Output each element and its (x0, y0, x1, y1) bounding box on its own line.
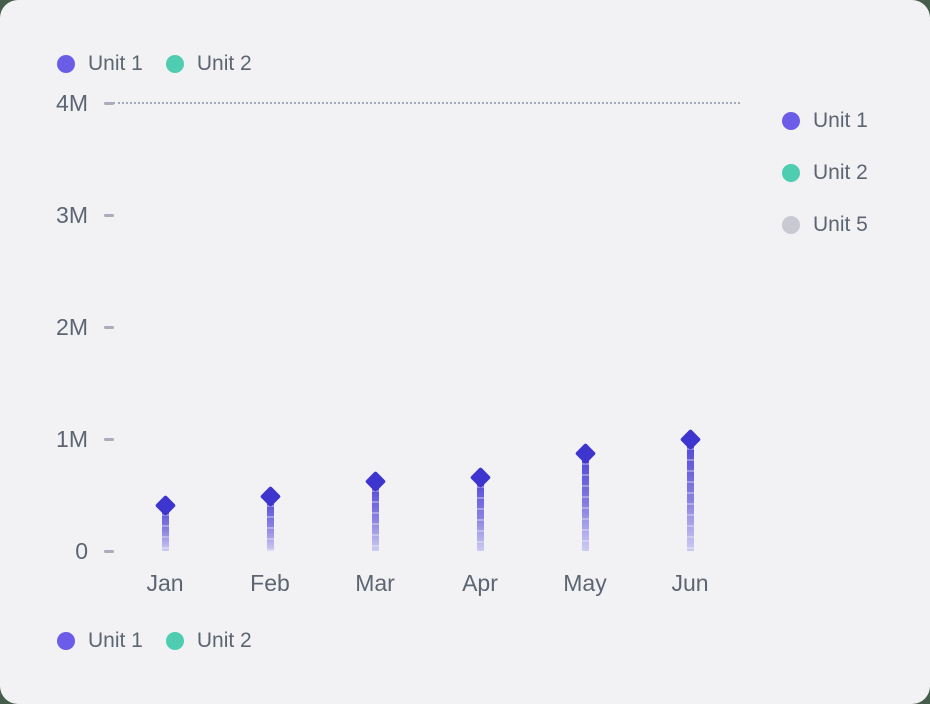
x-axis-label-jun: Jun (671, 570, 709, 596)
data-point-jun[interactable] (679, 428, 701, 450)
x-axis-label-jan: Jan (146, 570, 184, 596)
data-point-mar[interactable] (364, 470, 386, 492)
data-point-apr[interactable] (469, 466, 491, 488)
unit1-swatch-icon (57, 55, 75, 73)
legend-top: Unit 1 Unit 2 (57, 52, 252, 76)
unit2-swatch-icon (782, 164, 800, 182)
legend-item-unit1[interactable]: Unit 1 (782, 109, 868, 133)
lollipop-stem-jan (161, 505, 169, 551)
y-axis-tick-4m (104, 102, 114, 105)
y-axis-label-1m: 1M (56, 426, 88, 452)
x-axis-label-may: May (563, 570, 607, 596)
x-axis-label-apr: Apr (462, 570, 498, 596)
y-axis-tick-2m (104, 326, 114, 329)
legend-label: Unit 2 (813, 161, 868, 184)
unit2-swatch-icon (165, 632, 184, 650)
legend-label: Unit 1 (88, 629, 143, 652)
x-axis-label-mar: Mar (355, 570, 395, 596)
y-axis-label-4m: 4M (56, 90, 88, 116)
lollipop-stem-mar (371, 481, 379, 551)
unit1-swatch-icon (57, 632, 75, 650)
legend-label: Unit 2 (196, 52, 252, 75)
data-point-feb[interactable] (259, 485, 281, 507)
y-axis-label-0: 0 (75, 538, 88, 564)
data-point-may[interactable] (574, 442, 596, 465)
legend-label: Unit 2 (196, 629, 252, 652)
legend-item-unit1[interactable]: Unit 1 (57, 629, 143, 653)
y-axis-tick-0 (104, 550, 114, 553)
legend-label: Unit 5 (813, 213, 868, 236)
legend-label: Unit 1 (813, 109, 868, 132)
gridline-4m (113, 102, 740, 104)
legend-label: Unit 1 (88, 52, 143, 75)
legend-right: Unit 1 Unit 2 Unit 5 (782, 109, 868, 237)
unit1-swatch-icon (782, 112, 800, 130)
legend-item-unit1[interactable]: Unit 1 (57, 52, 143, 76)
lollipop-stem-feb (266, 496, 274, 551)
y-axis-label-3m: 3M (56, 202, 88, 228)
y-axis-tick-3m (104, 214, 114, 217)
legend-item-unit2[interactable]: Unit 2 (165, 629, 252, 653)
legend-item-unit2[interactable]: Unit 2 (782, 161, 868, 185)
lollipop-stem-apr (476, 477, 484, 551)
unit2-swatch-icon (165, 55, 184, 73)
legend-bottom: Unit 1 Unit 2 (57, 629, 252, 653)
legend-item-unit5[interactable]: Unit 5 (782, 213, 868, 237)
y-axis-tick-1m (104, 438, 114, 441)
x-axis-label-feb: Feb (250, 570, 290, 596)
unit5-swatch-icon (782, 216, 800, 234)
lollipop-stem-may (581, 453, 589, 551)
lollipop-stem-jun (686, 439, 694, 551)
y-axis-label-2m: 2M (56, 314, 88, 340)
legend-item-unit2[interactable]: Unit 2 (165, 52, 252, 76)
data-point-jan[interactable] (154, 494, 176, 516)
